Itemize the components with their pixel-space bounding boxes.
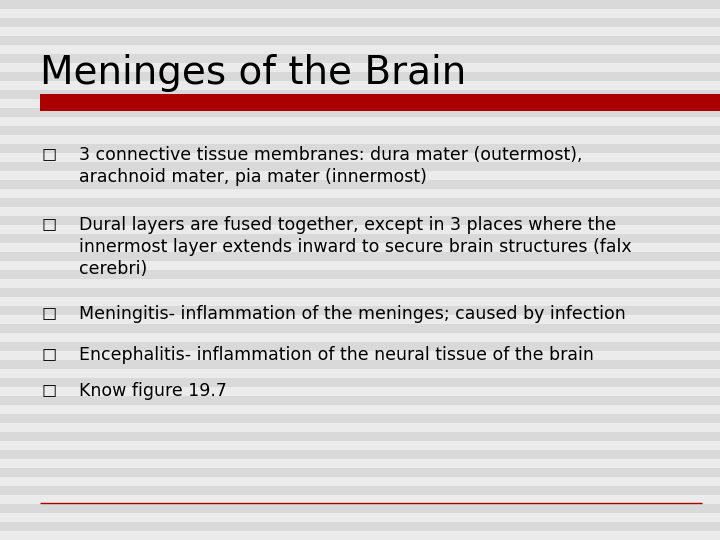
Bar — [0, 18, 720, 27]
Text: Meninges of the Brain: Meninges of the Brain — [40, 54, 466, 92]
Bar — [0, 405, 720, 414]
Bar — [0, 81, 720, 90]
Bar — [0, 477, 720, 486]
Bar — [0, 108, 720, 117]
Text: Dural layers are fused together, except in 3 places where the
innermost layer ex: Dural layers are fused together, except … — [79, 216, 632, 279]
Bar — [0, 387, 720, 396]
Bar — [0, 45, 720, 54]
Bar — [0, 324, 720, 333]
Bar — [0, 297, 720, 306]
Bar — [0, 522, 720, 531]
Bar — [0, 27, 720, 36]
Bar — [0, 162, 720, 171]
Bar — [0, 414, 720, 423]
Bar — [0, 252, 720, 261]
Bar — [0, 198, 720, 207]
Bar — [0, 171, 720, 180]
Bar — [40, 94, 720, 111]
Text: □: □ — [41, 146, 57, 161]
Text: Know figure 19.7: Know figure 19.7 — [79, 382, 227, 400]
Bar — [0, 486, 720, 495]
Bar — [0, 72, 720, 81]
Bar — [0, 306, 720, 315]
Bar — [0, 468, 720, 477]
Bar — [0, 495, 720, 504]
Bar — [0, 99, 720, 108]
Bar — [0, 432, 720, 441]
Bar — [0, 504, 720, 513]
Bar — [0, 9, 720, 18]
Bar — [0, 423, 720, 432]
Bar — [0, 315, 720, 324]
Text: □: □ — [41, 382, 57, 397]
Bar — [0, 54, 720, 63]
Bar — [0, 513, 720, 522]
Bar — [0, 531, 720, 540]
Bar — [0, 333, 720, 342]
Bar — [0, 36, 720, 45]
Bar — [0, 135, 720, 144]
Bar — [0, 441, 720, 450]
Bar — [0, 117, 720, 126]
Text: □: □ — [41, 346, 57, 361]
Bar — [0, 279, 720, 288]
Bar — [0, 342, 720, 351]
Bar — [0, 261, 720, 270]
Text: 3 connective tissue membranes: dura mater (outermost),
arachnoid mater, pia mate: 3 connective tissue membranes: dura mate… — [79, 146, 582, 186]
Bar — [0, 288, 720, 297]
Bar — [0, 180, 720, 189]
Bar — [0, 63, 720, 72]
Bar — [0, 207, 720, 216]
Bar — [0, 126, 720, 135]
Bar — [0, 351, 720, 360]
Bar — [0, 378, 720, 387]
Bar — [0, 360, 720, 369]
Bar — [0, 450, 720, 459]
Bar — [0, 216, 720, 225]
Bar — [0, 459, 720, 468]
Bar — [0, 225, 720, 234]
Bar — [0, 144, 720, 153]
Bar — [0, 396, 720, 405]
Bar — [0, 270, 720, 279]
Text: □: □ — [41, 216, 57, 231]
Bar — [0, 189, 720, 198]
Bar — [0, 369, 720, 378]
Bar — [0, 234, 720, 243]
Bar — [0, 90, 720, 99]
Bar — [0, 243, 720, 252]
Text: Meningitis- inflammation of the meninges; caused by infection: Meningitis- inflammation of the meninges… — [79, 305, 626, 323]
Bar — [0, 153, 720, 162]
Text: □: □ — [41, 305, 57, 320]
Text: Encephalitis- inflammation of the neural tissue of the brain: Encephalitis- inflammation of the neural… — [79, 346, 594, 363]
Bar — [0, 0, 720, 9]
